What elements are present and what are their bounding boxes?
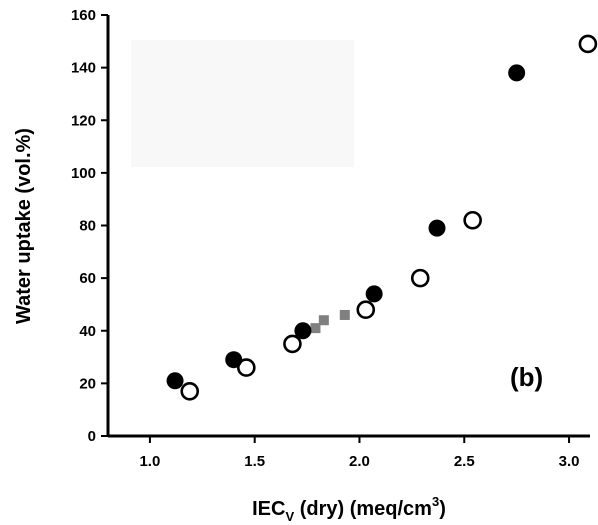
y-tick-label: 60 <box>79 270 96 287</box>
data-point-gray-square <box>318 315 329 326</box>
data-point-open-circle <box>180 381 200 401</box>
data-point-filled-circle <box>365 285 383 303</box>
data-point-gray-square <box>310 323 321 334</box>
y-axis-label: Water uptake (vol.%) <box>13 128 35 324</box>
faint-background-patch <box>131 40 354 167</box>
x-axis-label-close: ) <box>439 498 446 520</box>
y-tick-label: 120 <box>71 112 96 129</box>
y-tick-label: 0 <box>88 428 96 445</box>
data-point-open-circle <box>463 210 482 230</box>
x-tick-label: 3.0 <box>559 453 580 470</box>
y-tick-label: 140 <box>71 60 96 77</box>
data-point-filled-circle <box>428 219 446 237</box>
x-axis-label-sup: 3 <box>432 494 439 509</box>
panel-annotation: (b) <box>510 362 543 392</box>
data-point-open-circle <box>283 334 302 354</box>
data-point-filled-circle <box>225 351 243 369</box>
y-tick-label: 80 <box>79 218 96 235</box>
data-point-filled-circle <box>508 64 526 82</box>
data-point-open-circle <box>578 34 598 54</box>
y-tick-label: 160 <box>71 7 96 24</box>
data-point-filled-circle <box>166 372 184 390</box>
x-tick-label: 2.0 <box>349 453 370 470</box>
data-point-filled-circle <box>294 322 312 340</box>
y-tick-label: 20 <box>79 375 96 392</box>
marks-layer <box>166 34 598 401</box>
x-axis-label: IECV (dry) (meq/cm3) <box>252 494 446 524</box>
data-point-open-circle <box>356 300 376 320</box>
x-tick-label: 2.5 <box>454 453 475 470</box>
x-tick-label: 1.0 <box>139 453 160 470</box>
ticks-layer: 1.0 1.5 2.0 2.5 3.0 0 20 40 60 80 100 120 140 160 <box>71 7 580 470</box>
x-axis-label-rest: (dry) (meq/cm <box>294 498 432 520</box>
x-tick-label: 1.5 <box>244 453 265 470</box>
data-point-gray-square <box>339 309 350 320</box>
y-tick-label: 40 <box>79 323 96 340</box>
x-axis-label-sub: V <box>285 509 294 524</box>
x-axis-label-main: IEC <box>252 498 285 520</box>
data-point-open-circle <box>410 268 430 288</box>
data-point-open-circle <box>237 358 256 377</box>
y-tick-label: 100 <box>71 165 96 182</box>
